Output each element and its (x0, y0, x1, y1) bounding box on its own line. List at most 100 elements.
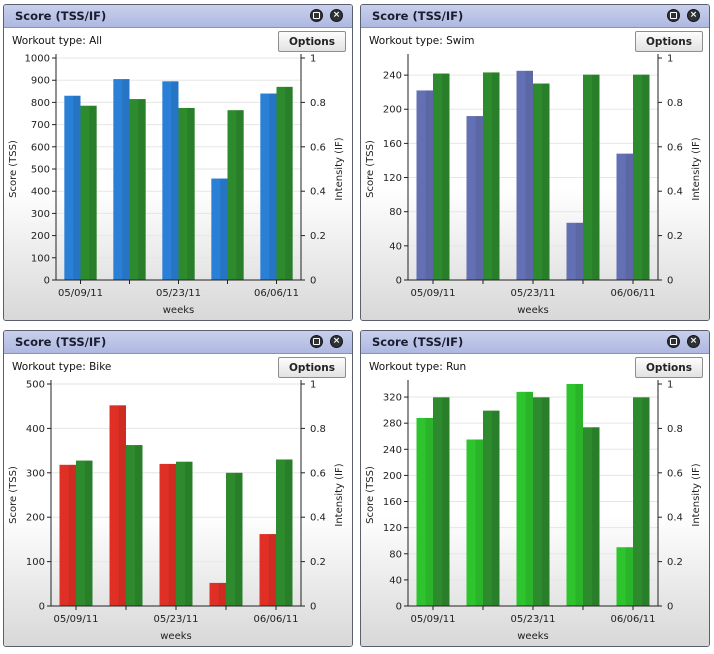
panel-title: Score (TSS/IF) (372, 9, 464, 23)
bar-shade (475, 439, 483, 606)
x-tick-label: 06/06/11 (254, 614, 299, 625)
options-button[interactable]: Options (635, 31, 703, 52)
bar-shade (642, 74, 650, 281)
bar-tss (566, 222, 583, 280)
bar-if (176, 461, 193, 606)
chart: 0 100 200 300 400 500 0 0.2 0.4 0.6 0.8 1 05/09/11 05… (8, 380, 345, 642)
bar-shade (85, 460, 93, 606)
bar-shade (236, 110, 244, 280)
bar-shade (425, 417, 433, 606)
close-icon[interactable]: × (330, 335, 343, 348)
bar-shade (68, 464, 76, 606)
bar-if (126, 445, 143, 606)
y-tick-label: 160 (383, 497, 402, 508)
bar-shade (220, 178, 228, 280)
y-axis-label: Score (TSS) (8, 466, 19, 524)
x-tick-label: 05/09/11 (411, 614, 456, 625)
y2-tick-label: 0.4 (310, 513, 326, 524)
y2-tick-label: 0.4 (667, 513, 683, 524)
y2-tick-label: 0.2 (310, 231, 326, 242)
y2-tick-label: 1 (310, 380, 316, 391)
y2-tick-label: 1 (667, 54, 673, 65)
x-tick-label: 05/23/11 (511, 614, 556, 625)
x-tick-label: 05/23/11 (154, 614, 199, 625)
bar-if (483, 410, 500, 606)
x-tick-label: 05/23/11 (511, 288, 556, 299)
minimize-icon[interactable] (310, 9, 323, 22)
x-axis-label: weeks (163, 305, 194, 316)
options-button[interactable]: Options (278, 31, 346, 52)
panel-title: Score (TSS/IF) (15, 9, 107, 23)
y-tick-label: 160 (383, 139, 402, 150)
bar-shade (187, 107, 195, 280)
y-tick-label: 120 (383, 173, 402, 184)
bar-shade (575, 222, 583, 280)
bar-shade (525, 70, 533, 280)
y2-tick-label: 1 (667, 380, 673, 391)
bar-shade (235, 472, 243, 606)
y-tick-label: 1000 (25, 54, 50, 65)
y-tick-label: 200 (383, 105, 402, 116)
x-axis-label: weeks (160, 631, 191, 642)
panel-body: Workout type: Swim Options 0 40 80 120 160 20… (361, 28, 709, 320)
bar-tss (416, 417, 433, 606)
bar-tss (162, 81, 179, 280)
x-tick-label: 06/06/11 (254, 288, 299, 299)
bar-shade (592, 74, 600, 281)
bar-shade (185, 461, 193, 606)
panel-titlebar[interactable]: Score (TSS/IF) × (361, 331, 709, 354)
close-icon[interactable]: × (687, 9, 700, 22)
y2-tick-label: 0.8 (310, 98, 326, 109)
chart-panel: Score (TSS/IF) × Workout type: All Optio… (3, 4, 353, 321)
y-tick-label: 300 (31, 209, 50, 220)
close-icon[interactable]: × (687, 335, 700, 348)
bar-shade (89, 105, 97, 280)
bar-shade (475, 116, 483, 280)
y-tick-label: 200 (383, 471, 402, 482)
close-icon[interactable]: × (330, 9, 343, 22)
bar-tss (616, 547, 633, 606)
y2-tick-label: 0.4 (667, 187, 683, 198)
bar-shade (425, 90, 433, 280)
x-tick-label: 05/09/11 (58, 288, 103, 299)
panel-titlebar[interactable]: Score (TSS/IF) × (4, 5, 352, 28)
x-tick-label: 05/23/11 (156, 288, 201, 299)
bar-shade (269, 93, 277, 280)
y-tick-label: 900 (31, 76, 50, 87)
y-tick-label: 100 (31, 253, 50, 264)
bar-if (129, 99, 146, 280)
bar-tss (516, 70, 533, 280)
bar-shade (442, 397, 450, 606)
bar-shade (625, 153, 633, 280)
panel-titlebar[interactable]: Score (TSS/IF) × (361, 5, 709, 28)
bar-tss (159, 463, 176, 606)
y-tick-label: 40 (389, 241, 402, 252)
y-tick-label: 700 (31, 120, 50, 131)
bar-tss (516, 391, 533, 606)
options-button[interactable]: Options (635, 357, 703, 378)
chart: 0 100 200 300 400 500 600 700 800 900 1000 0 0.2 0.4 0… (8, 54, 345, 316)
bar-shade (592, 427, 600, 606)
y-tick-label: 40 (389, 575, 402, 586)
y2-tick-label: 0 (667, 602, 673, 613)
y-tick-label: 240 (383, 445, 402, 456)
minimize-icon[interactable] (667, 9, 680, 22)
y-tick-label: 0 (396, 602, 402, 613)
y2-axis-label: Intensity (IF) (691, 137, 702, 200)
chart-panel: Score (TSS/IF) × Workout type: Bike Opti… (3, 330, 353, 647)
panel-titlebar[interactable]: Score (TSS/IF) × (4, 331, 352, 354)
minimize-icon[interactable] (667, 335, 680, 348)
x-tick-label: 06/06/11 (611, 614, 656, 625)
y-tick-label: 0 (396, 276, 402, 287)
y2-tick-label: 0.2 (667, 557, 683, 568)
y-tick-label: 120 (383, 523, 402, 534)
options-button[interactable]: Options (278, 357, 346, 378)
y-tick-label: 300 (26, 468, 45, 479)
bar-shade (492, 72, 500, 281)
y-axis-label: Score (TSS) (365, 466, 376, 524)
minimize-icon[interactable] (310, 335, 323, 348)
y-tick-label: 0 (44, 276, 50, 287)
bar-shade (542, 83, 550, 280)
chart: 0 40 80 120 160 200 240 280 320 0 0.2 0.4 0.6 0.8 1 05/… (365, 380, 702, 642)
y-tick-label: 200 (26, 513, 45, 524)
